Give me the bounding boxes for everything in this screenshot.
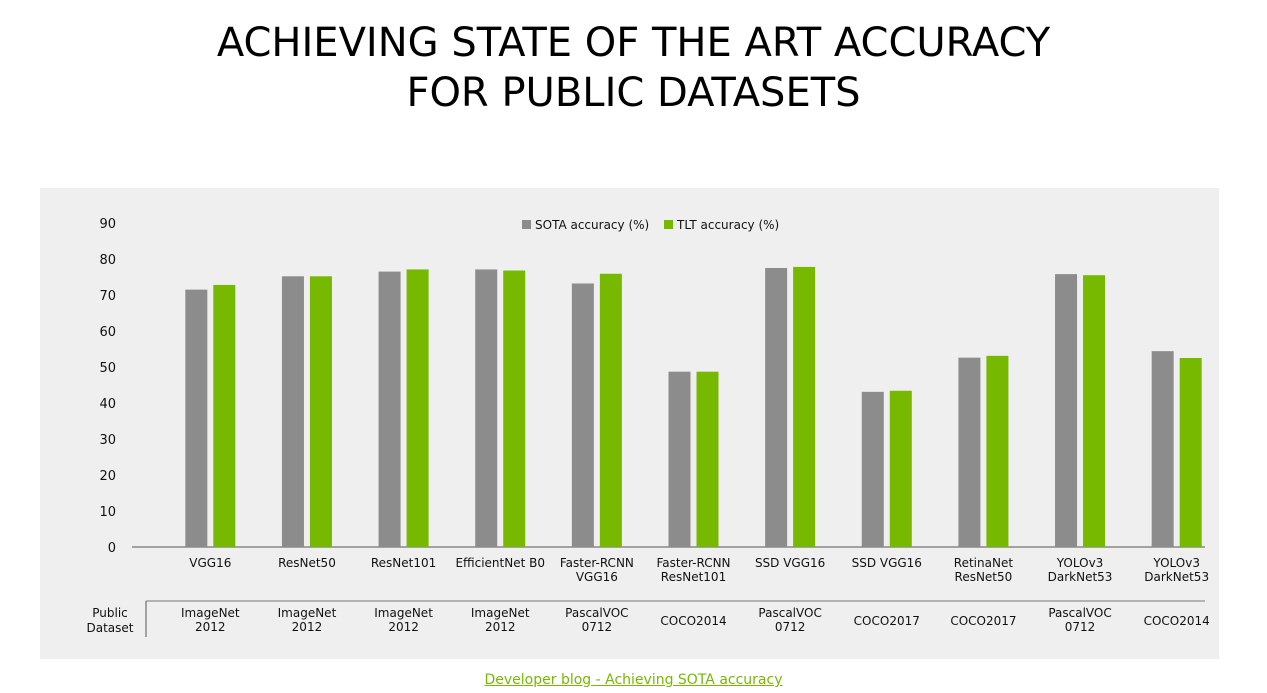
- slide-title-line-2: FOR PUBLIC DATASETS: [406, 70, 861, 116]
- dataset-row-header: Public: [92, 606, 128, 620]
- bar-tlt: [213, 284, 236, 547]
- y-tick-label: 20: [99, 469, 116, 484]
- y-tick-label: 0: [108, 541, 116, 556]
- bar-sota: [765, 268, 788, 547]
- bar-sota: [571, 283, 594, 547]
- dataset-label: COCO2014: [1144, 614, 1210, 628]
- dataset-label: ImageNet: [278, 606, 337, 620]
- y-tick-label: 60: [99, 325, 116, 340]
- bar-tlt: [986, 355, 1009, 547]
- x-category-label: VGG16: [576, 570, 618, 584]
- bar-sota: [1151, 351, 1174, 547]
- y-tick-label: 80: [99, 253, 116, 268]
- bar-sota: [185, 289, 208, 547]
- dataset-label: COCO2014: [660, 614, 726, 628]
- legend-label: SOTA accuracy (%): [535, 218, 649, 232]
- x-category-label: DarkNet53: [1144, 570, 1209, 584]
- dataset-label: 2012: [388, 620, 419, 634]
- x-category-label: Faster-RCNN: [560, 556, 634, 570]
- dataset-label: 0712: [1065, 620, 1096, 634]
- dataset-label: COCO2017: [854, 614, 920, 628]
- slide-title-line-1: ACHIEVING STATE OF THE ART ACCURACY: [216, 20, 1051, 66]
- x-category-label: SSD VGG16: [755, 556, 825, 570]
- x-category-label: SSD VGG16: [852, 556, 922, 570]
- x-category-label: ResNet101: [371, 556, 436, 570]
- x-category-label: ResNet50: [278, 556, 336, 570]
- x-category-label: VGG16: [189, 556, 231, 570]
- y-tick-label: 30: [99, 433, 116, 448]
- legend-swatch: [664, 220, 673, 229]
- legend-label: TLT accuracy (%): [676, 218, 779, 232]
- slide-title: ACHIEVING STATE OF THE ART ACCURACY FOR …: [0, 18, 1267, 118]
- bar-tlt: [503, 270, 526, 547]
- bar-chart: 0102030405060708090VGG16ImageNet2012ResN…: [87, 217, 1210, 637]
- x-category-label: ResNet50: [955, 570, 1013, 584]
- dataset-label: 2012: [485, 620, 516, 634]
- bar-sota: [668, 371, 691, 547]
- x-category-label: DarkNet53: [1048, 570, 1113, 584]
- y-tick-label: 10: [99, 505, 116, 520]
- y-tick-label: 90: [99, 217, 116, 232]
- x-category-label: YOLOv3: [1056, 556, 1104, 570]
- bar-tlt: [793, 266, 816, 547]
- bar-tlt: [1083, 275, 1106, 547]
- x-category-label: YOLOv3: [1152, 556, 1200, 570]
- bar-sota: [1055, 274, 1078, 547]
- bar-tlt: [1179, 358, 1202, 547]
- bar-tlt: [696, 371, 719, 547]
- legend-swatch: [522, 220, 531, 229]
- x-category-label: EfficientNet B0: [455, 556, 545, 570]
- x-category-label: Faster-RCNN: [656, 556, 730, 570]
- dataset-label: 2012: [292, 620, 323, 634]
- y-tick-label: 50: [99, 361, 116, 376]
- dataset-label: ImageNet: [471, 606, 530, 620]
- x-category-label: ResNet101: [661, 570, 726, 584]
- y-tick-label: 40: [99, 397, 116, 412]
- bar-sota: [475, 269, 498, 547]
- dataset-label: PascalVOC: [1048, 606, 1111, 620]
- dataset-label: ImageNet: [181, 606, 240, 620]
- dataset-label: PascalVOC: [758, 606, 821, 620]
- dataset-label: ImageNet: [374, 606, 433, 620]
- bar-sota: [958, 357, 981, 547]
- bar-sota: [378, 271, 401, 547]
- developer-blog-link[interactable]: Developer blog - Achieving SOTA accuracy: [484, 672, 783, 688]
- bar-tlt: [309, 276, 332, 547]
- bar-tlt: [406, 269, 429, 547]
- dataset-label: COCO2017: [950, 614, 1016, 628]
- dataset-label: 0712: [582, 620, 613, 634]
- dataset-label: 2012: [195, 620, 226, 634]
- x-category-label: RetinaNet: [954, 556, 1014, 570]
- dataset-label: PascalVOC: [565, 606, 628, 620]
- dataset-row-header: Dataset: [87, 621, 134, 635]
- bar-tlt: [599, 273, 622, 547]
- bar-tlt: [889, 390, 912, 547]
- bar-sota: [861, 391, 884, 547]
- y-tick-label: 70: [99, 289, 116, 304]
- chart-panel: 0 10 20 30 40 50 60 70 80 90 VGG16 ImageNet 2012 ResN…: [40, 188, 1219, 659]
- dataset-label: 0712: [775, 620, 806, 634]
- bar-sota: [281, 276, 304, 547]
